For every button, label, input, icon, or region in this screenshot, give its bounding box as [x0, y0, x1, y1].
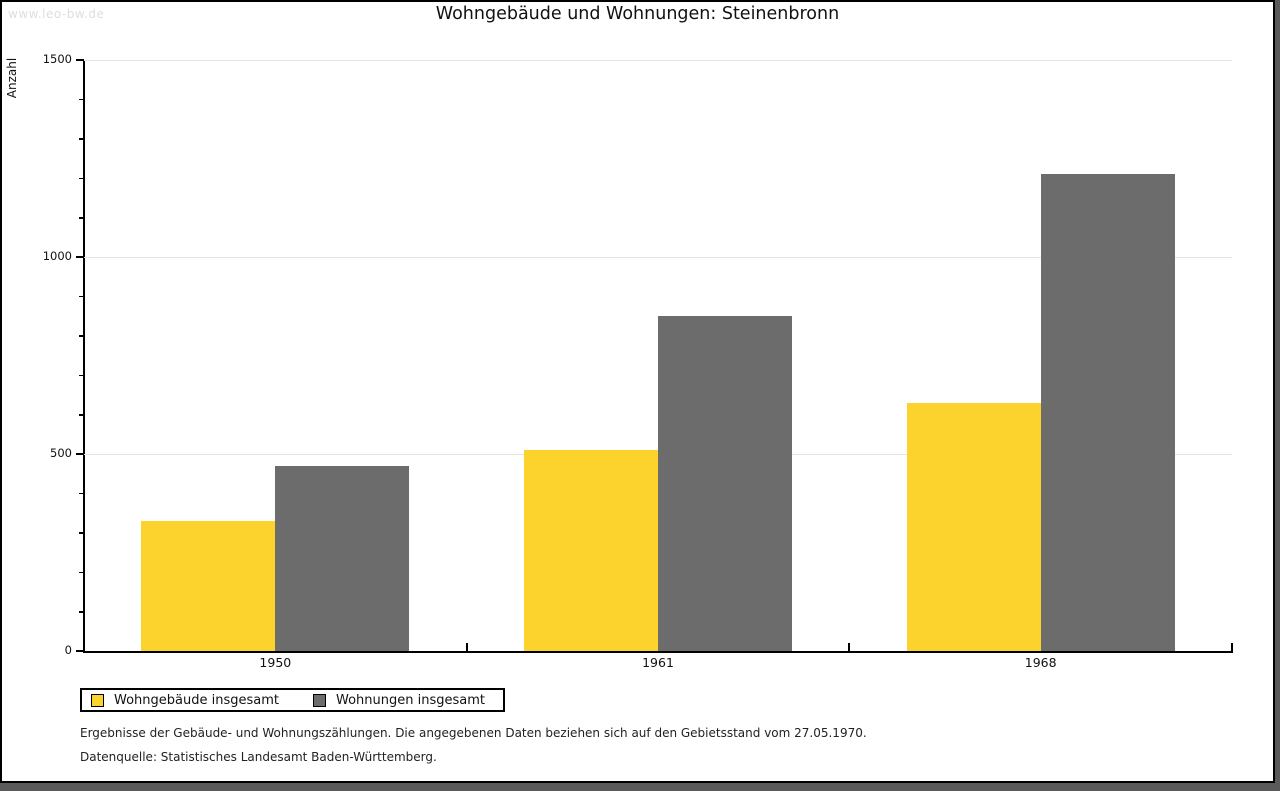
gridline: [84, 257, 1232, 258]
x-tick-label: 1950: [259, 655, 292, 670]
legend-item: Wohnungen insgesamt: [313, 693, 485, 708]
y-tick-label: 1500: [42, 52, 72, 66]
bar-1950-wohngebaeude: [141, 520, 276, 651]
y-minor-tick: [79, 335, 84, 337]
y-minor-tick: [79, 492, 84, 495]
page-shadow-right: [1275, 0, 1280, 791]
y-minor-tick: [79, 571, 84, 574]
y-minor-tick: [79, 217, 84, 219]
y-minor-tick: [79, 611, 84, 613]
footnote-source: Datenquelle: Statistisches Landesamt Bad…: [80, 750, 437, 764]
bar-1968-wohngebaeude: [906, 402, 1041, 651]
y-tick-label: 500: [50, 446, 72, 460]
legend-label: Wohngebäude insgesamt: [114, 692, 279, 708]
bar-1961-wohngebaeude: [524, 450, 658, 651]
y-tick: [76, 59, 84, 61]
x-tick-label: 1968: [1024, 655, 1057, 670]
x-tick: [848, 643, 851, 651]
y-minor-tick: [79, 374, 84, 377]
chart-title: Wohngebäude und Wohnungen: Steinenbronn: [435, 4, 840, 24]
y-axis-line: [83, 60, 85, 653]
gridline: [84, 60, 1232, 61]
footnote-description: Ergebnisse der Gebäude- und Wohnungszähl…: [80, 726, 867, 740]
legend-swatch-wohnungen: [313, 693, 326, 707]
legend: Wohngebäude insgesamt Wohnungen insgesam…: [80, 688, 505, 712]
y-minor-tick: [79, 414, 84, 416]
y-minor-tick: [79, 295, 84, 298]
x-tick: [1231, 643, 1233, 651]
watermark: www.leo-bw.de: [8, 7, 105, 21]
y-tick-label: 0: [64, 643, 72, 657]
bar-1968-wohnungen: [1040, 174, 1175, 651]
y-minor-tick: [79, 98, 84, 101]
x-tick: [465, 643, 468, 651]
legend-label: Wohnungen insgesamt: [336, 692, 485, 708]
page-shadow-bottom: [0, 783, 1280, 791]
y-minor-tick: [79, 532, 84, 534]
y-tick: [76, 650, 84, 652]
bar-1961-wohnungen: [658, 316, 792, 651]
y-tick: [76, 256, 84, 258]
legend-item: Wohngebäude insgesamt: [91, 693, 279, 708]
x-axis-line: [83, 651, 1233, 653]
bar-1950-wohnungen: [275, 465, 410, 651]
y-axis-label: Anzahl: [5, 57, 19, 99]
y-tick-label: 1000: [42, 249, 72, 263]
y-minor-tick: [79, 177, 84, 180]
y-tick: [76, 453, 84, 455]
x-tick-label: 1961: [642, 655, 674, 670]
y-minor-tick: [79, 138, 84, 140]
legend-swatch-wohngebaeude: [91, 693, 104, 707]
